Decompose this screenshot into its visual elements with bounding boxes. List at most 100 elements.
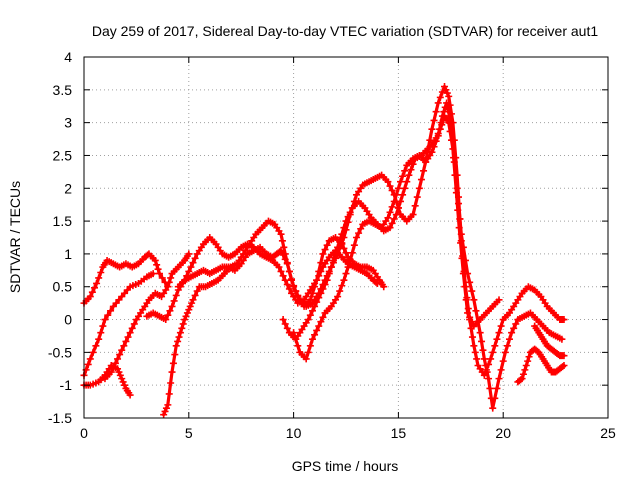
y-tick-label: -1.5 <box>48 410 72 426</box>
plus-marker <box>88 288 96 296</box>
plus-marker <box>417 176 425 184</box>
plus-marker <box>114 355 122 363</box>
plus-marker <box>321 281 329 289</box>
plus-marker <box>311 283 319 291</box>
plus-marker <box>452 189 460 197</box>
plus-marker <box>560 361 568 369</box>
plus-marker <box>172 291 180 299</box>
plus-marker <box>277 230 285 238</box>
plus-marker <box>466 313 474 321</box>
plus-marker <box>338 282 346 290</box>
x-axis-label: GPS time / hours <box>292 458 399 474</box>
plus-marker <box>308 289 316 297</box>
plus-marker <box>407 166 415 174</box>
plus-marker <box>165 390 173 398</box>
plus-marker <box>438 112 446 120</box>
plus-marker <box>290 329 298 337</box>
plus-marker <box>104 311 112 319</box>
plus-marker <box>325 270 333 278</box>
plus-marker <box>294 342 302 350</box>
plus-marker <box>97 329 105 337</box>
plus-marker <box>283 281 291 289</box>
y-tick-label: 3.5 <box>53 82 73 98</box>
plus-marker <box>445 112 453 120</box>
plus-marker <box>451 171 459 179</box>
plus-marker <box>153 261 161 269</box>
plus-marker <box>162 404 170 412</box>
plus-marker <box>413 193 421 201</box>
plus-marker <box>441 83 449 91</box>
plus-marker <box>170 297 178 305</box>
plus-marker <box>458 254 466 262</box>
plus-marker <box>166 307 174 315</box>
plus-marker <box>350 241 358 249</box>
plus-marker <box>118 375 126 383</box>
plus-marker <box>319 250 327 258</box>
plus-marker <box>329 256 337 264</box>
plus-marker <box>182 312 190 320</box>
plus-marker <box>107 307 115 315</box>
plus-marker <box>396 178 404 186</box>
plus-marker <box>559 363 567 371</box>
plus-marker <box>122 337 130 345</box>
plus-marker <box>489 404 497 412</box>
plus-marker <box>327 263 335 271</box>
plus-marker <box>187 263 195 271</box>
plus-marker <box>164 401 172 409</box>
plus-marker <box>288 275 296 283</box>
plus-marker <box>558 335 566 343</box>
plus-marker <box>144 251 152 259</box>
plus-marker <box>497 322 505 330</box>
plus-marker <box>357 225 365 233</box>
plus-marker <box>189 259 197 267</box>
y-tick-label: 1.5 <box>53 213 73 229</box>
plus-marker <box>149 270 157 278</box>
plus-marker <box>437 119 445 127</box>
plus-marker <box>415 184 423 192</box>
plus-marker <box>95 335 103 343</box>
plus-marker <box>560 316 568 324</box>
y-tick-label: -1 <box>60 377 73 393</box>
plus-marker <box>501 348 509 356</box>
plus-marker <box>175 333 183 341</box>
plus-marker <box>290 283 298 291</box>
plus-marker <box>174 337 182 345</box>
plus-marker <box>183 309 191 317</box>
plus-marker <box>352 234 360 241</box>
y-tick-label: 2.5 <box>53 147 73 163</box>
plus-marker <box>491 342 499 350</box>
plus-marker <box>154 265 162 273</box>
plus-marker <box>89 348 97 356</box>
plus-marker <box>281 320 289 328</box>
plus-marker <box>317 259 325 267</box>
axis-ticks: 0 5 10 15 20 25 -1.5 -1 -0.5 0 0.5 1 1.5 2 2.5 3 3.5 4 <box>48 49 616 441</box>
plus-marker <box>394 184 402 192</box>
plus-marker <box>348 249 356 257</box>
series-arc-11 <box>531 322 568 360</box>
plus-marker <box>346 208 354 216</box>
y-tick-label: 4 <box>64 49 72 65</box>
y-tick-label: 0 <box>64 312 72 328</box>
plus-marker <box>306 342 314 350</box>
plus-marker <box>86 355 94 363</box>
plus-marker <box>457 239 465 247</box>
plus-marker <box>86 293 94 301</box>
plus-marker <box>388 203 396 211</box>
plus-marker <box>355 229 363 237</box>
plus-marker <box>304 348 312 356</box>
plus-marker <box>308 307 316 315</box>
plus-marker <box>342 249 350 257</box>
plus-marker <box>342 217 350 225</box>
plus-marker <box>302 355 310 363</box>
plus-marker <box>292 335 300 343</box>
plus-marker <box>189 296 197 304</box>
plus-marker <box>317 318 325 326</box>
plus-marker <box>281 255 289 263</box>
plus-marker <box>344 263 352 271</box>
plus-marker <box>186 302 194 310</box>
plus-marker <box>508 329 516 337</box>
plus-marker <box>470 342 478 350</box>
plus-marker <box>97 269 105 277</box>
plus-marker <box>315 267 323 275</box>
plus-marker <box>160 411 168 419</box>
